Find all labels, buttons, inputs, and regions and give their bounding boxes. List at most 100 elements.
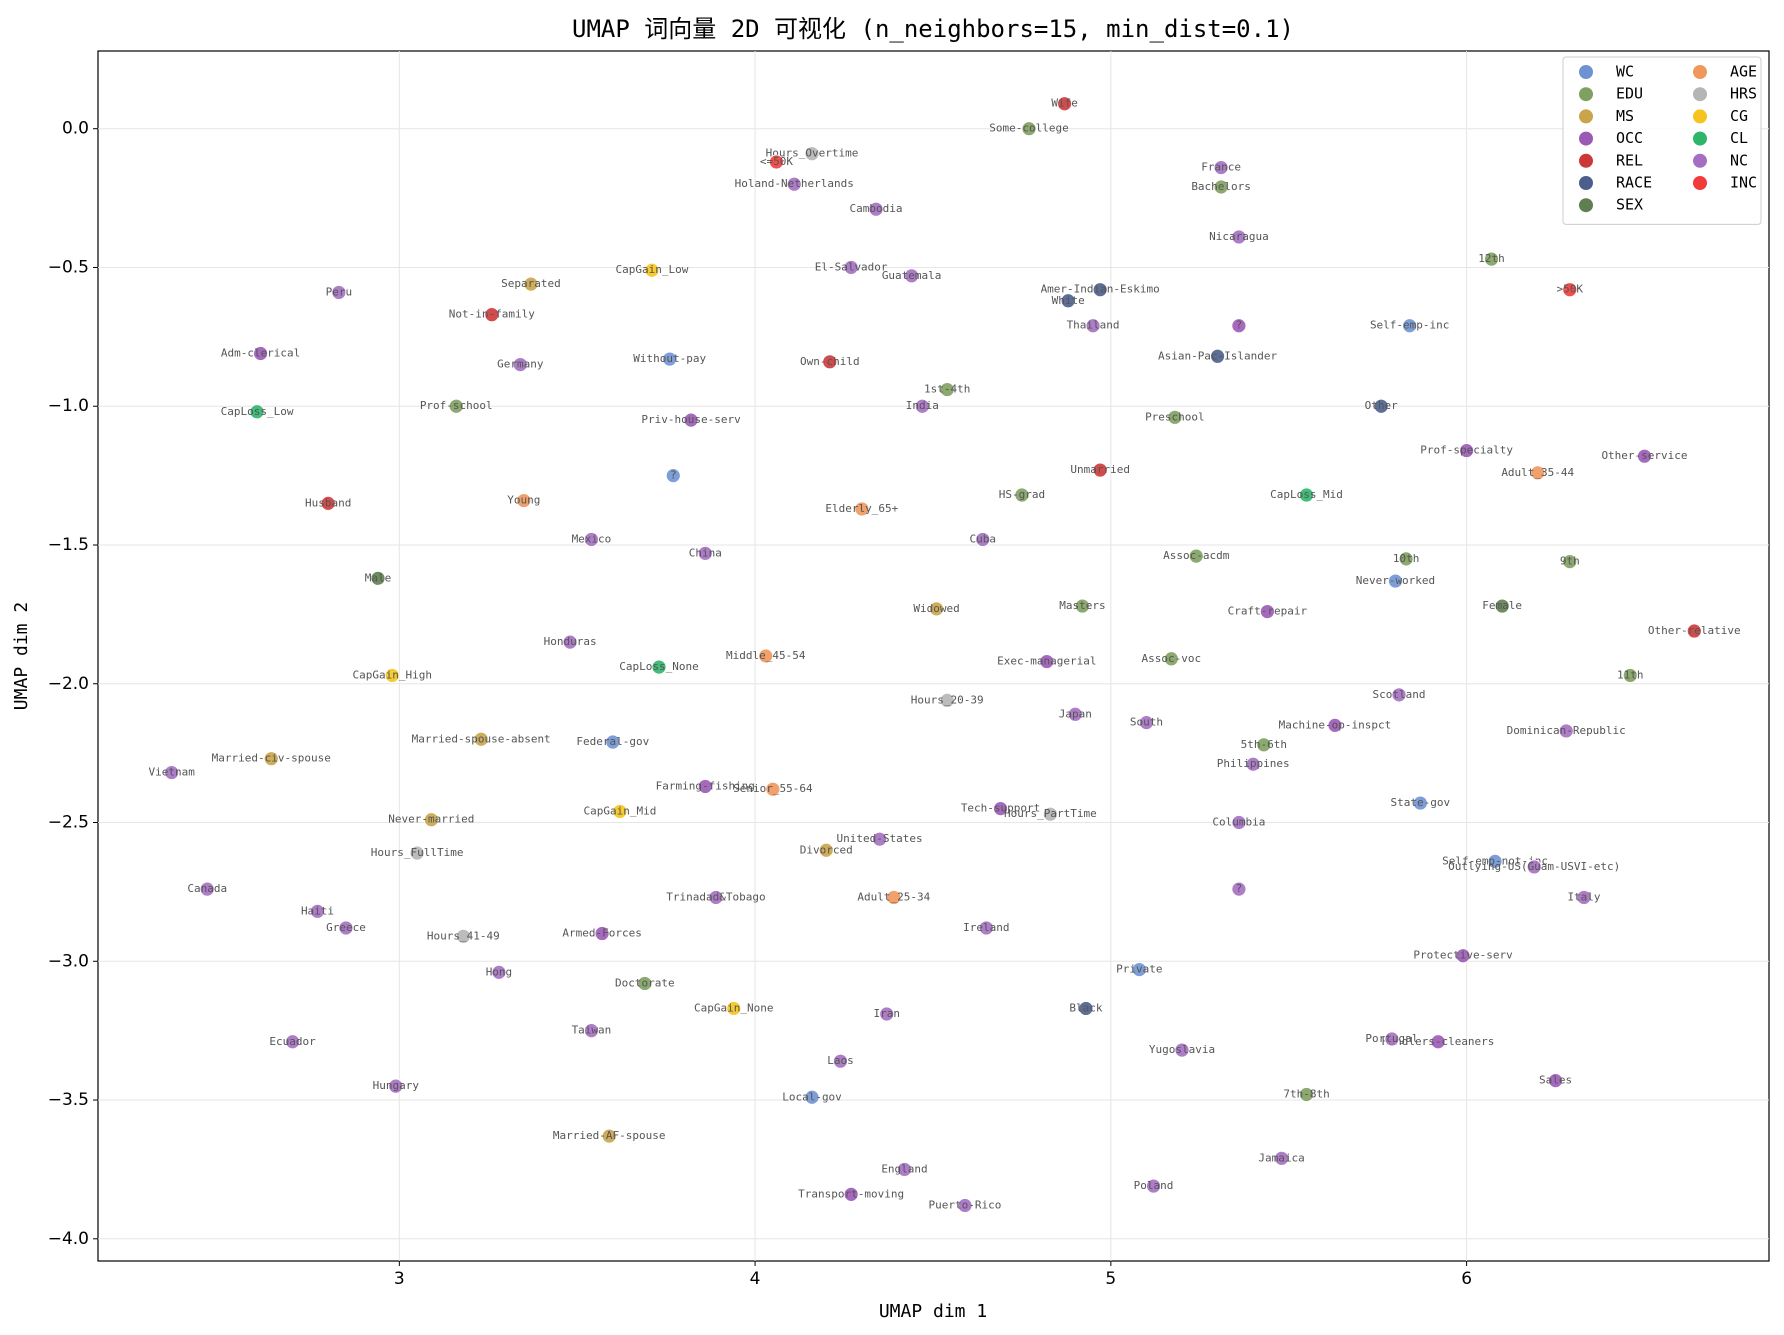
point xyxy=(1526,859,1542,875)
point xyxy=(1412,795,1428,811)
legend-label: RACE xyxy=(1616,174,1652,192)
point xyxy=(644,262,660,278)
point xyxy=(409,845,425,861)
point xyxy=(1398,551,1414,567)
point-label: Widowed xyxy=(913,602,959,615)
legend-marker xyxy=(1693,153,1707,168)
point xyxy=(249,404,265,420)
point-label: Puerto-Rico xyxy=(929,1198,1002,1211)
point xyxy=(843,260,859,275)
x-tick-label: 3 xyxy=(394,1269,405,1289)
point xyxy=(388,1078,404,1094)
point-label: CapGain_Mid xyxy=(583,804,656,817)
point-label: Never-worked xyxy=(1356,574,1435,587)
point-label: Poland xyxy=(1134,1179,1174,1192)
point xyxy=(1558,723,1574,739)
point-label: Private xyxy=(1116,963,1162,976)
point-label: Peru xyxy=(326,285,353,298)
point-label: Never-married xyxy=(388,813,474,826)
point xyxy=(1213,179,1229,195)
point-label: Philippines xyxy=(1217,757,1290,770)
point xyxy=(1430,1034,1446,1050)
point xyxy=(1274,1150,1290,1166)
point-label: Mexico xyxy=(572,532,612,545)
point-label: State-gov xyxy=(1391,796,1451,809)
point-label: Hours_41-49 xyxy=(427,929,500,942)
point-label: CapLoss_Low xyxy=(221,405,294,418)
point-label: Prof-specialty xyxy=(1420,444,1513,457)
point-label: Married-AF-spouse xyxy=(553,1129,666,1142)
point-label: HS-grad xyxy=(999,488,1045,501)
point-label: ? xyxy=(1236,319,1243,332)
point-label: Divorced xyxy=(800,843,853,856)
legend-label: NC xyxy=(1730,151,1748,169)
point xyxy=(199,881,215,897)
point xyxy=(1327,717,1343,733)
point-label: Adult_25-34 xyxy=(857,890,930,903)
point xyxy=(1021,121,1037,137)
point-label: ? xyxy=(1236,882,1243,895)
point xyxy=(1092,282,1108,298)
point-label: Bachelors xyxy=(1191,180,1251,193)
point-label: Other-relative xyxy=(1648,624,1741,637)
point xyxy=(697,545,713,561)
point-label: CapLoss_None xyxy=(619,660,698,673)
point-label: Haiti xyxy=(301,904,334,917)
point xyxy=(843,1186,859,1202)
point xyxy=(338,920,354,936)
point-label: Assoc-voc xyxy=(1142,652,1202,665)
point xyxy=(854,501,870,517)
y-tick-label: −2.5 xyxy=(48,813,89,833)
point xyxy=(473,731,489,747)
point-label: Canada xyxy=(187,882,227,895)
legend-label: HRS xyxy=(1730,85,1757,103)
point xyxy=(1391,687,1407,703)
point xyxy=(665,468,681,484)
point xyxy=(1092,462,1108,478)
point xyxy=(1455,948,1471,964)
point-label: Own-child xyxy=(800,355,860,368)
point-label: Tech-support xyxy=(961,802,1040,815)
point xyxy=(1231,318,1247,334)
point xyxy=(263,751,279,767)
y-tick-label: −4.0 xyxy=(48,1229,89,1249)
point xyxy=(1078,1001,1094,1016)
point xyxy=(605,734,621,750)
point xyxy=(370,570,386,586)
point-label: Separated xyxy=(501,277,561,290)
point-label: Wife xyxy=(1051,97,1078,110)
point xyxy=(320,495,336,511)
point xyxy=(1057,96,1072,112)
point-label: Ireland xyxy=(963,921,1009,934)
point xyxy=(484,307,500,323)
point xyxy=(786,176,802,192)
point xyxy=(523,276,539,292)
point xyxy=(833,1053,848,1069)
point xyxy=(1067,706,1083,722)
point xyxy=(978,920,994,936)
point-label: Handlers-cleaners xyxy=(1382,1035,1495,1048)
point-label: Taiwan xyxy=(572,1024,612,1037)
point-label: Trinadad&Tobago xyxy=(666,890,765,903)
point-label: Laos xyxy=(827,1054,854,1067)
point-label: Farming-fishing xyxy=(656,779,755,792)
point xyxy=(1146,1178,1161,1194)
point-label: Adm-clerical xyxy=(221,347,300,360)
point-label: Self-emp-inc xyxy=(1370,319,1449,332)
legend-marker xyxy=(1579,198,1593,213)
point xyxy=(897,1162,912,1177)
point xyxy=(1167,409,1183,425)
point-label: Local-gov xyxy=(782,1090,842,1103)
point xyxy=(822,354,838,370)
point xyxy=(601,1128,617,1144)
point-label: Machine-op-inspct xyxy=(1279,718,1392,731)
point-label: Asian-Pac-Islander xyxy=(1158,349,1278,362)
point-label: 7th-8th xyxy=(1283,1087,1329,1100)
legend-marker xyxy=(1693,65,1707,79)
point xyxy=(1042,806,1058,822)
point xyxy=(769,154,784,170)
point xyxy=(1402,318,1418,334)
point xyxy=(310,903,325,919)
point-label: Thailand xyxy=(1067,319,1120,332)
